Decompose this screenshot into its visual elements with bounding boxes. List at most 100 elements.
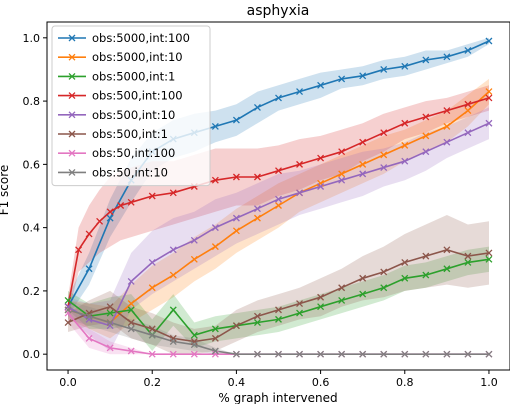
marker-series-5-pt-4 (148, 325, 156, 333)
marker-series-4-pt-17 (422, 148, 430, 156)
y-tick-label: 0.0 (23, 348, 41, 361)
marker-series-2-pt-17 (422, 271, 430, 279)
marker-series-1-pt-15 (380, 151, 388, 159)
marker-series-4-pt-5 (169, 246, 177, 254)
marker-series-7-pt-17 (422, 350, 430, 358)
marker-series-0-pt-16 (401, 62, 409, 70)
marker-series-0-pt-8 (232, 116, 240, 124)
marker-series-3-pt-20 (422, 113, 430, 121)
y-tick-label: 0.8 (23, 95, 41, 108)
x-axis-ticks: 0.0 0.2 0.4 0.6 0.8 1.0 (59, 370, 498, 389)
marker-series-2-pt-6 (190, 331, 198, 339)
marker-series-1-pt-10 (275, 202, 282, 209)
marker-series-0-pt-11 (296, 88, 304, 96)
y-tick-label: 1.0 (23, 32, 41, 45)
marker-series-3-pt-8 (169, 189, 177, 197)
marker-series-7-pt-1 (85, 312, 93, 320)
marker-series-0-pt-20 (485, 37, 493, 45)
marker-series-3-pt-21 (443, 107, 451, 115)
band-series-0 (68, 37, 489, 317)
legend-marker-6 (68, 149, 76, 157)
marker-series-4-pt-6 (190, 236, 198, 244)
marker-series-4-pt-12 (317, 183, 325, 190)
marker-series-7-pt-19 (464, 350, 472, 358)
marker-series-3-pt-16 (338, 148, 346, 156)
legend-label-4: obs:500,int:10 (92, 108, 175, 122)
band-series-1 (68, 78, 489, 339)
marker-series-0-pt-2 (106, 214, 114, 222)
marker-series-5-pt-16 (401, 258, 409, 266)
marker-series-2-pt-14 (359, 290, 367, 298)
marker-series-3-pt-3 (96, 217, 104, 225)
marker-series-2-pt-11 (296, 309, 304, 317)
x-tick-label: 0.6 (312, 376, 330, 389)
marker-series-5-pt-15 (380, 268, 388, 276)
x-tick-label: 1.0 (480, 376, 498, 389)
marker-series-2-pt-16 (401, 274, 409, 282)
legend-marker-3 (68, 92, 76, 100)
marker-series-0-pt-10 (275, 94, 282, 102)
y-axis-label: F1 score (0, 165, 11, 216)
marker-series-1-pt-16 (401, 141, 409, 149)
marker-series-3-pt-12 (253, 173, 261, 181)
marker-series-1-pt-13 (338, 170, 346, 178)
marker-series-7-pt-16 (401, 350, 409, 358)
marker-series-6-pt-4 (148, 350, 156, 358)
marker-series-2-pt-12 (317, 303, 325, 311)
marker-series-7-pt-0 (64, 306, 72, 314)
marker-series-6-pt-3 (127, 347, 135, 355)
band-series-6 (68, 303, 489, 355)
marker-series-3-pt-11 (232, 173, 240, 181)
band-series-2 (68, 246, 489, 351)
marker-series-7-pt-8 (232, 350, 240, 358)
marker-series-3-pt-10 (211, 176, 219, 184)
marker-series-5-pt-19 (464, 252, 472, 260)
marker-series-1-pt-18 (443, 122, 451, 130)
marker-series-7-pt-14 (359, 350, 367, 358)
legend-marker-7 (68, 168, 76, 176)
marker-series-3-pt-15 (317, 154, 325, 162)
band-series-3 (68, 85, 489, 317)
legend-marker-4 (68, 111, 76, 119)
marker-series-5-pt-11 (296, 300, 304, 308)
marker-series-7-pt-13 (338, 350, 346, 358)
marker-series-3-pt-17 (359, 138, 367, 146)
marker-series-3-pt-2 (85, 230, 93, 238)
marker-series-2-pt-18 (443, 265, 451, 273)
marker-series-7-pt-10 (275, 350, 282, 358)
marker-series-7-pt-18 (443, 350, 451, 358)
legend-marker-2 (68, 72, 76, 80)
legend: obs:5000,int:100 obs:5000,int:10 obs:5000,… (51, 25, 211, 187)
marker-series-7-pt-9 (253, 350, 261, 358)
marker-series-4-pt-19 (464, 129, 472, 137)
marker-series-4-pt-10 (275, 195, 282, 203)
legend-box (51, 25, 211, 187)
marker-series-3-pt-23 (485, 94, 493, 102)
marker-series-6-pt-5 (169, 350, 177, 358)
marker-series-1-pt-3 (127, 300, 135, 308)
x-tick-label: 0.0 (59, 376, 77, 389)
marker-series-1-pt-17 (422, 132, 430, 140)
marker-series-1-pt-7 (211, 243, 219, 251)
marker-series-3-pt-6 (127, 198, 135, 206)
marker-series-3-pt-4 (106, 208, 114, 216)
marker-series-3-pt-14 (296, 160, 304, 168)
marker-series-7-pt-7 (211, 347, 219, 355)
marker-series-0-pt-13 (338, 75, 346, 83)
legend-label-7: obs:50,int:10 (92, 165, 168, 179)
marker-series-5-pt-0 (64, 319, 72, 327)
marker-series-0-pt-17 (422, 56, 430, 64)
marker-series-7-pt-4 (148, 331, 156, 339)
marker-series-4-pt-3 (127, 277, 135, 285)
band-series-5 (68, 215, 489, 355)
marker-series-2-pt-2 (106, 309, 114, 317)
chart-title: asphyxia (247, 3, 310, 19)
legend-label-0: obs:5000,int:100 (92, 31, 190, 45)
marker-series-4-pt-16 (401, 157, 409, 165)
marker-series-1-pt-4 (148, 284, 156, 292)
marker-series-2-pt-13 (338, 296, 346, 304)
marker-series-3-pt-5 (117, 202, 125, 209)
marker-series-1-pt-19 (464, 107, 472, 115)
marker-series-6-pt-6 (190, 350, 198, 358)
y-tick-label: 0.6 (23, 158, 41, 171)
